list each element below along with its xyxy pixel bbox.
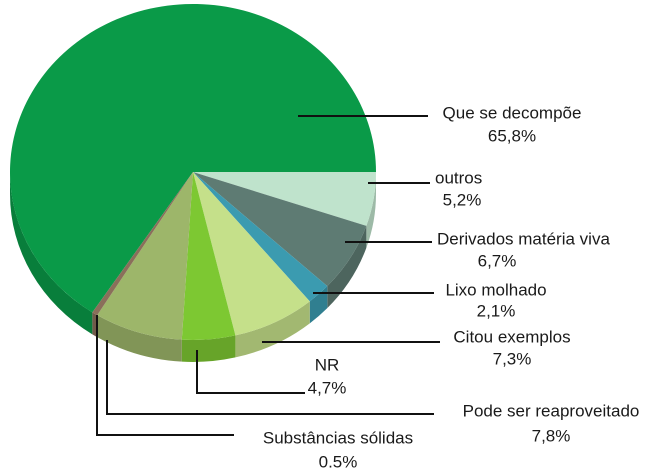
slice-side bbox=[366, 172, 376, 248]
slice bbox=[97, 172, 193, 340]
slice bbox=[193, 172, 310, 336]
value-label: 4,7% bbox=[308, 378, 347, 397]
leader-line bbox=[196, 350, 305, 394]
slice-side bbox=[181, 335, 236, 362]
value-label: 7,8% bbox=[532, 426, 571, 445]
value-label: 65,8% bbox=[488, 126, 536, 145]
slice bbox=[9, 3, 377, 313]
slice-side bbox=[309, 286, 328, 324]
slice-side bbox=[235, 301, 310, 358]
slice-label: Pode ser reaproveitado bbox=[463, 401, 640, 420]
leader-line bbox=[106, 340, 434, 415]
value-label: 5,2% bbox=[443, 190, 482, 209]
slice bbox=[193, 172, 328, 302]
slice-side bbox=[10, 172, 93, 335]
slice-label: outros bbox=[435, 168, 482, 187]
slice bbox=[193, 172, 367, 287]
value-label: 6,7% bbox=[478, 251, 517, 270]
value-label: 0.5% bbox=[319, 452, 358, 470]
slice-side bbox=[327, 225, 367, 309]
slice-label: Substâncias sólidas bbox=[263, 428, 413, 447]
slice-label: NR bbox=[315, 355, 340, 374]
slice-side bbox=[97, 315, 182, 362]
value-label: 2,1% bbox=[477, 301, 516, 320]
slice bbox=[92, 172, 193, 316]
slice bbox=[193, 172, 376, 226]
slice-label: Lixo molhado bbox=[445, 280, 546, 299]
slice-label: Derivados matéria viva bbox=[437, 229, 610, 248]
slice bbox=[181, 172, 236, 340]
slice-label: Que se decompõe bbox=[443, 103, 582, 122]
value-label: 7,3% bbox=[493, 349, 532, 368]
leader-line bbox=[96, 315, 234, 436]
slice-label: Citou exemplos bbox=[453, 327, 570, 346]
